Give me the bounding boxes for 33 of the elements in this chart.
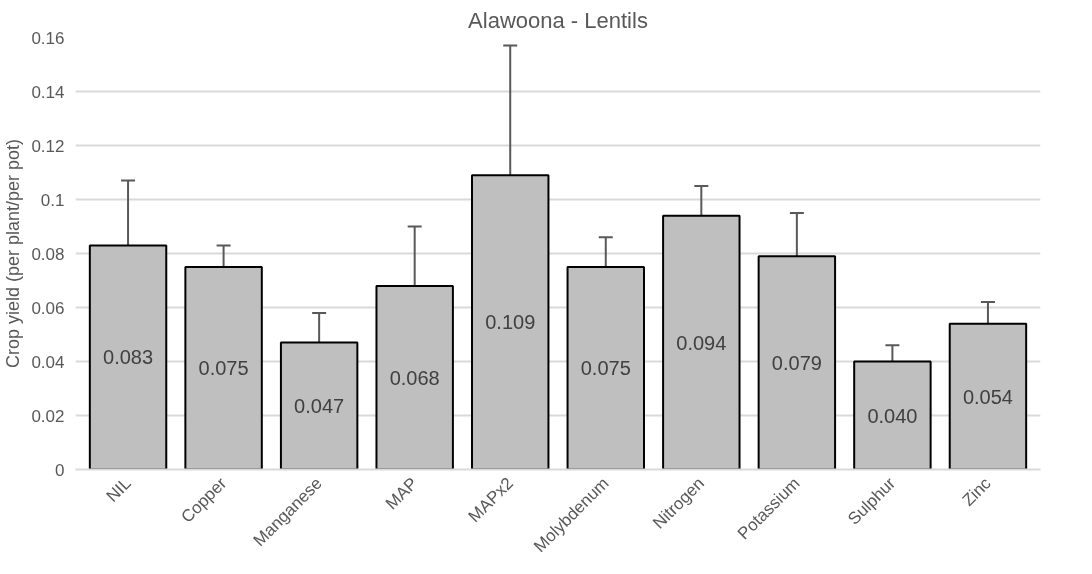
data-label: 0.083	[103, 346, 154, 369]
data-label: 0.068	[389, 366, 440, 389]
bar	[375, 284, 454, 470]
y-tick-label: 0.08	[31, 244, 65, 264]
data-label: 0.094	[676, 331, 727, 354]
y-tick-label: 0.1	[40, 190, 65, 210]
bar	[88, 244, 168, 470]
data-label: 0.075	[198, 357, 249, 380]
bar	[948, 322, 1028, 470]
y-axis-title: Crop yield (per plant/per pot)	[3, 138, 24, 369]
y-tick-label: 0.12	[31, 136, 65, 156]
y-tick-label: 0.04	[31, 352, 65, 372]
data-label: 0.047	[294, 395, 345, 418]
data-label: 0.075	[580, 357, 631, 380]
bar	[471, 174, 550, 470]
y-tick-label: 0.16	[31, 28, 65, 48]
y-tick-label: 0.14	[31, 82, 65, 102]
data-label: 0.109	[485, 311, 536, 334]
data-label: 0.040	[867, 404, 918, 427]
data-label: 0.054	[962, 385, 1013, 408]
x-tick-label: NIL	[102, 473, 135, 506]
y-tick-label: 0	[55, 460, 65, 480]
x-tick-label: Zinc	[958, 473, 996, 510]
bar	[853, 360, 932, 470]
data-label: 0.079	[771, 351, 822, 374]
bar	[566, 266, 645, 470]
bar	[757, 255, 837, 470]
chart-title: Alawoona - Lentils	[468, 7, 648, 33]
y-tick-label: 0.06	[31, 298, 65, 318]
y-tick-label: 0.02	[31, 406, 65, 426]
bar	[184, 266, 263, 470]
bar	[662, 214, 741, 470]
bar	[279, 341, 359, 470]
